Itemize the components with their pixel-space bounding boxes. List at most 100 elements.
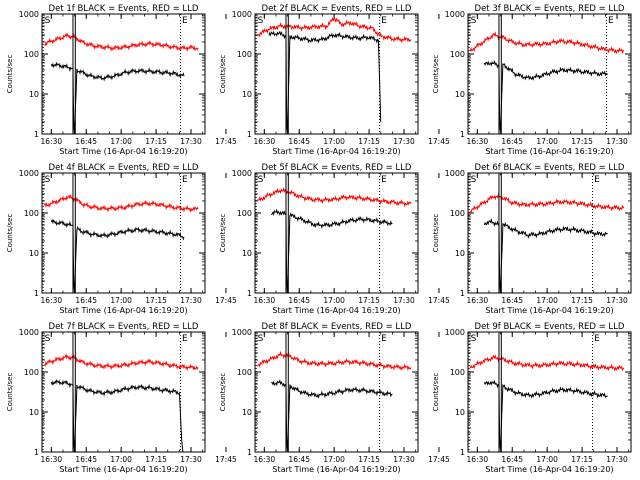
y-tick-label: 1000	[232, 328, 252, 337]
x-tick-label: 17:00	[323, 137, 345, 146]
x-axis-label: Start Time (16-Apr-04 16:19:20)	[272, 306, 400, 315]
x-tick-label: 17:15	[145, 137, 167, 146]
chart-title: Det 8f BLACK = Events, RED = LLD	[262, 322, 412, 332]
y-tick-label: 10	[242, 249, 252, 258]
series-lld	[256, 16, 412, 44]
x-tick-label: 17:30	[180, 296, 202, 305]
series-events	[483, 218, 608, 294]
plot-frame	[254, 13, 419, 135]
chart-title: Det 9f BLACK = Events, RED = LLD	[475, 322, 625, 332]
y-tick-label: 10	[455, 249, 465, 258]
series-events	[268, 30, 382, 133]
chart-title: Det 2f BLACK = Events, RED = LLD	[262, 4, 412, 14]
x-tick-label: 17:15	[145, 296, 167, 305]
x-axis-label: Start Time (16-Apr-04 16:19:20)	[59, 306, 187, 315]
y-axis-label: Counts/sec	[6, 373, 14, 412]
x-tick-label: 16:45	[75, 137, 97, 146]
chart-panel-4: Det 4f BLACK = Events, RED = LLD Counts/s…	[6, 163, 237, 315]
series-events	[483, 60, 609, 132]
x-tick-label: 17:15	[358, 455, 380, 464]
x-axis-label: Start Time (16-Apr-04 16:19:20)	[272, 147, 400, 156]
x-tick-label: 17:00	[536, 296, 558, 305]
y-tick-label: 100	[237, 368, 252, 377]
x-tick-label: 17:30	[393, 455, 415, 464]
y-tick-label: 10	[455, 408, 465, 417]
marker-label-e: E	[182, 16, 188, 26]
chart-title: Det 3f BLACK = Events, RED = LLD	[475, 4, 625, 14]
y-axis-label: Counts/sec	[219, 373, 227, 412]
y-tick-label: 10	[29, 90, 39, 99]
series-events	[483, 379, 608, 450]
marker-label-s: S	[45, 334, 51, 344]
x-tick-label: 17:30	[606, 455, 628, 464]
series-lld	[469, 192, 624, 214]
x-axis-label: Start Time (16-Apr-04 16:19:20)	[485, 465, 613, 474]
y-axis-label: Counts/sec	[6, 55, 14, 94]
x-axis-label: Start Time (16-Apr-04 16:19:20)	[59, 147, 187, 156]
y-tick-label: 100	[24, 368, 39, 377]
x-tick-label: 17:30	[180, 455, 202, 464]
series-lld	[256, 350, 412, 371]
x-tick-label: 16:30	[467, 296, 489, 305]
x-axis-label: Start Time (16-Apr-04 16:19:20)	[59, 465, 187, 474]
y-tick-label: 100	[450, 50, 465, 59]
y-tick-label: 1	[247, 289, 252, 298]
series-lld	[43, 353, 199, 372]
chart-title: Det 7f BLACK = Events, RED = LLD	[49, 322, 199, 332]
plot-frame	[467, 13, 632, 135]
x-tick-label: 16:45	[75, 296, 97, 305]
y-tick-label: 100	[24, 209, 39, 218]
plot-frame	[467, 172, 632, 294]
x-tick-label: 17:15	[571, 455, 593, 464]
series-lld	[43, 194, 199, 213]
marker-label-s: S	[258, 175, 264, 185]
plot-frame	[41, 331, 206, 453]
y-tick-label: 1000	[232, 169, 252, 178]
y-tick-label: 1	[247, 448, 252, 457]
x-tick-label: 17:15	[145, 455, 167, 464]
y-tick-label: 1000	[19, 328, 39, 337]
plot-frame	[467, 331, 632, 453]
x-tick-label: 17:45	[215, 455, 237, 464]
y-tick-label: 1000	[445, 10, 465, 19]
y-tick-label: 1	[460, 448, 465, 457]
chart-panel-6: Det 6f BLACK = Events, RED = LLD Counts/s…	[432, 163, 632, 315]
chart-title: Det 1f BLACK = Events, RED = LLD	[49, 4, 199, 14]
x-tick-label: 17:45	[428, 296, 450, 305]
x-tick-label: 17:15	[571, 137, 593, 146]
plot-frame	[41, 172, 206, 294]
y-tick-label: 1	[34, 289, 39, 298]
x-tick-label: 17:30	[606, 296, 628, 305]
y-tick-label: 1	[34, 130, 39, 139]
y-axis-label: Counts/sec	[219, 214, 227, 253]
x-tick-label: 17:45	[428, 137, 450, 146]
y-tick-label: 10	[29, 249, 39, 258]
x-tick-label: 17:00	[110, 137, 132, 146]
x-tick-label: 16:30	[254, 137, 276, 146]
chart-panel-2: Det 2f BLACK = Events, RED = LLD Counts/s…	[219, 4, 450, 156]
x-tick-label: 17:45	[215, 296, 237, 305]
y-axis-label: Counts/sec	[432, 214, 440, 253]
x-axis-label: Start Time (16-Apr-04 16:19:20)	[485, 147, 613, 156]
y-tick-label: 10	[455, 90, 465, 99]
chart-panel-5: Det 5f BLACK = Events, RED = LLD Counts/s…	[219, 163, 450, 315]
y-tick-label: 10	[29, 408, 39, 417]
x-tick-label: 16:30	[467, 455, 489, 464]
y-axis-label: Counts/sec	[432, 55, 440, 94]
x-tick-label: 17:45	[428, 455, 450, 464]
y-tick-label: 100	[24, 50, 39, 59]
x-tick-label: 16:45	[288, 137, 310, 146]
chart-panel-3: Det 3f BLACK = Events, RED = LLD Counts/s…	[432, 4, 632, 156]
series-lld	[44, 32, 199, 53]
marker-label-e: E	[594, 175, 600, 185]
marker-label-s: S	[258, 16, 264, 26]
x-tick-label: 17:15	[358, 137, 380, 146]
chart-title: Det 6f BLACK = Events, RED = LLD	[475, 163, 625, 173]
y-axis-label: Counts/sec	[432, 373, 440, 412]
marker-label-s: S	[471, 16, 477, 26]
x-tick-label: 17:45	[215, 137, 237, 146]
x-tick-label: 17:30	[393, 137, 415, 146]
x-tick-label: 16:45	[501, 455, 523, 464]
